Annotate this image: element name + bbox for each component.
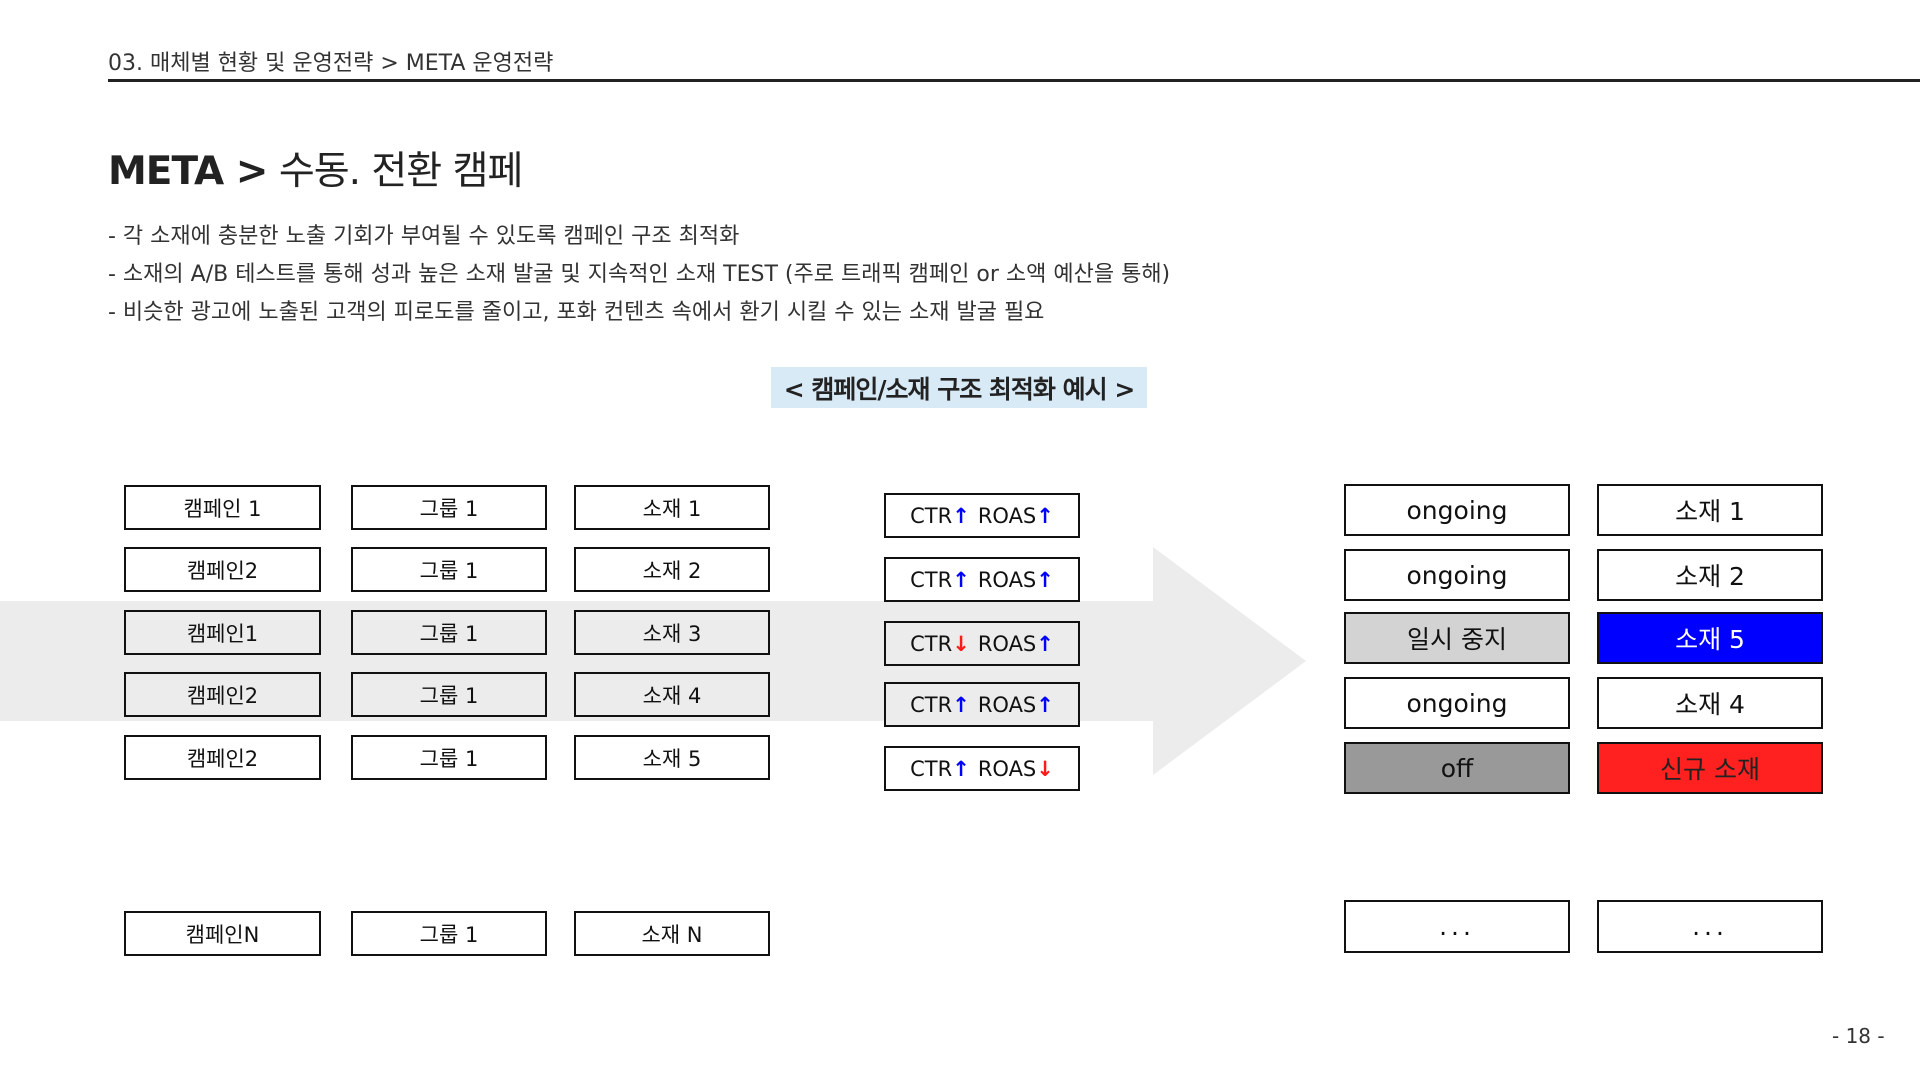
creative-box: 소재 N — [574, 911, 770, 956]
metric-box: CTR ↑ ROAS ↑ — [884, 557, 1080, 602]
metric-box: CTR ↑ ROAS ↑ — [884, 493, 1080, 538]
group-box: 그룹 1 — [351, 610, 547, 655]
roas-label: ROAS — [977, 503, 1037, 528]
campaign-box: 캠페인1 — [124, 610, 321, 655]
page-title: META > 수동. 전환 캠페 — [108, 140, 523, 196]
creative-box: 소재 5 — [574, 735, 770, 780]
roas-up-arrow-icon: ↑ — [1036, 631, 1054, 656]
status-box: off — [1344, 742, 1570, 794]
group-box: 그룹 1 — [351, 672, 547, 717]
campaign-box: 캠페인 1 — [124, 485, 321, 530]
campaign-box: 캠페인2 — [124, 672, 321, 717]
roas-label: ROAS — [977, 567, 1037, 592]
roas-label: ROAS — [977, 756, 1037, 781]
bullet-1: - 각 소재에 충분한 노출 기회가 부여될 수 있도록 캠페인 구조 최적화 — [108, 224, 740, 249]
campaign-box: 캠페인N — [124, 911, 321, 956]
bullet-2: - 소재의 A/B 테스트를 통해 성과 높은 소재 발굴 및 지속적인 소재 … — [108, 262, 1171, 287]
metric-box: CTR ↑ ROAS ↑ — [884, 682, 1080, 727]
roas-label: ROAS — [977, 631, 1037, 656]
title-rest: 수동. 전환 캠페 — [278, 149, 523, 194]
creative-box: 소재 4 — [574, 672, 770, 717]
roas-up-arrow-icon: ↑ — [1036, 692, 1054, 717]
creative-box: 소재 1 — [574, 485, 770, 530]
page-number: - 18 - — [1832, 1024, 1885, 1048]
roas-label: ROAS — [977, 692, 1037, 717]
creative-box: 소재 2 — [574, 547, 770, 592]
roas-up-arrow-icon: ↑ — [1036, 567, 1054, 592]
status-box: ongoing — [1344, 549, 1570, 601]
result-box: 소재 5 — [1597, 612, 1823, 664]
roas-down-arrow-icon: ↓ — [1036, 756, 1054, 781]
result-box: 소재 2 — [1597, 549, 1823, 601]
status-box: ... — [1344, 900, 1570, 953]
status-box: ongoing — [1344, 484, 1570, 536]
flow-arrow-head — [1153, 547, 1306, 775]
ctr-up-arrow-icon: ↑ — [952, 567, 970, 592]
creative-box: 소재 3 — [574, 610, 770, 655]
result-box: 소재 1 — [1597, 484, 1823, 536]
bullet-3: - 비슷한 광고에 노출된 고객의 피로도를 줄이고, 포화 컨텐츠 속에서 환… — [108, 300, 1045, 325]
ctr-label: CTR — [910, 631, 953, 656]
campaign-box: 캠페인2 — [124, 735, 321, 780]
ctr-down-arrow-icon: ↓ — [952, 631, 970, 656]
result-box: 소재 4 — [1597, 677, 1823, 729]
ctr-label: CTR — [910, 567, 953, 592]
group-box: 그룹 1 — [351, 735, 547, 780]
roas-up-arrow-icon: ↑ — [1036, 503, 1054, 528]
status-box: 일시 중지 — [1344, 612, 1570, 664]
ctr-label: CTR — [910, 756, 953, 781]
group-box: 그룹 1 — [351, 485, 547, 530]
header-divider — [108, 79, 1920, 82]
group-box: 그룹 1 — [351, 547, 547, 592]
result-box: 신규 소재 — [1597, 742, 1823, 794]
ctr-up-arrow-icon: ↑ — [952, 503, 970, 528]
diagram-caption: < 캠페인/소재 구조 최적화 예시 > — [771, 367, 1147, 408]
campaign-box: 캠페인2 — [124, 547, 321, 592]
ctr-up-arrow-icon: ↑ — [952, 756, 970, 781]
metric-box: CTR ↑ ROAS ↓ — [884, 746, 1080, 791]
ctr-label: CTR — [910, 503, 953, 528]
metric-box: CTR ↓ ROAS ↑ — [884, 621, 1080, 666]
breadcrumb: 03. 매체별 현황 및 운영전략 > META 운영전략 — [108, 51, 554, 76]
ctr-up-arrow-icon: ↑ — [952, 692, 970, 717]
title-bold: META > — [108, 149, 268, 194]
status-box: ongoing — [1344, 677, 1570, 729]
result-box: ... — [1597, 900, 1823, 953]
ctr-label: CTR — [910, 692, 953, 717]
group-box: 그룹 1 — [351, 911, 547, 956]
